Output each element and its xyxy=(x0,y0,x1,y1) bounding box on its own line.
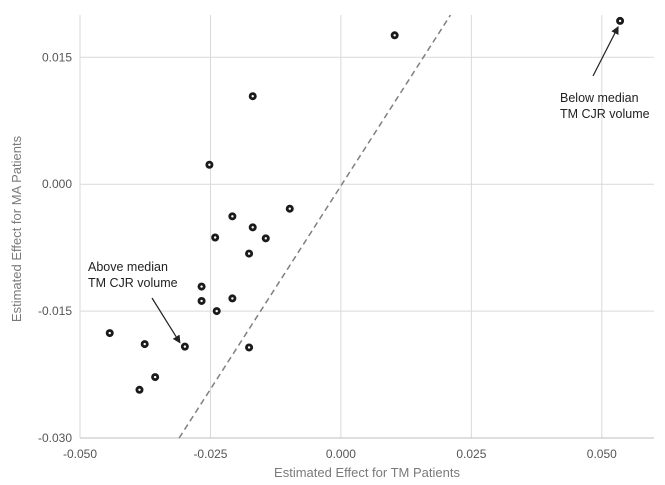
data-point xyxy=(105,329,114,338)
data-point xyxy=(285,204,294,213)
x-tick-label: 0.025 xyxy=(456,447,486,461)
x-tick-label: 0.050 xyxy=(587,447,617,461)
gridlines xyxy=(79,15,654,439)
data-points xyxy=(105,16,625,394)
annotation: Above median TM CJR volume xyxy=(88,260,181,344)
data-point xyxy=(245,249,254,258)
data-point xyxy=(197,282,206,291)
data-point xyxy=(140,340,149,349)
data-point xyxy=(197,296,206,305)
annotation-arrow xyxy=(151,297,181,344)
data-point xyxy=(205,160,214,169)
x-tick-label: 0.000 xyxy=(326,447,356,461)
x-tick-label: -0.025 xyxy=(193,447,227,461)
annotations: Below median TM CJR volume Above median TM … xyxy=(88,26,650,344)
axes: -0.050 -0.025 0.000 0.025 0.050 -0.030 -0.015 0… xyxy=(38,50,654,461)
y-tick-label: -0.030 xyxy=(38,431,72,445)
data-point xyxy=(248,92,257,101)
data-point xyxy=(228,294,237,303)
annotation-text: TM CJR volume xyxy=(88,276,178,290)
data-point xyxy=(616,16,625,25)
y-tick-label: -0.015 xyxy=(38,304,72,318)
data-point xyxy=(212,307,221,316)
data-point xyxy=(245,343,254,352)
x-axis-title: Estimated Effect for TM Patients xyxy=(274,465,460,480)
data-point xyxy=(261,234,270,243)
data-point xyxy=(390,31,399,40)
annotation-text: Below median xyxy=(560,91,639,105)
y-axis-title: Estimated Effect for MA Patients xyxy=(9,135,24,322)
annotation-arrow xyxy=(592,26,619,77)
reference-line-layer xyxy=(178,14,452,439)
annotation: Below median TM CJR volume xyxy=(560,26,650,121)
annotation-text: Above median xyxy=(88,260,168,274)
annotation-text: TM CJR volume xyxy=(560,107,650,121)
reference-line xyxy=(178,14,452,439)
y-tick-label: 0.015 xyxy=(42,50,72,64)
data-point xyxy=(248,223,257,232)
data-point xyxy=(211,233,220,242)
data-point xyxy=(135,385,144,394)
data-point xyxy=(228,212,237,221)
y-tick-label: 0.000 xyxy=(42,177,72,191)
x-tick-label: -0.050 xyxy=(63,447,97,461)
data-point xyxy=(180,342,189,351)
data-point xyxy=(151,373,160,382)
